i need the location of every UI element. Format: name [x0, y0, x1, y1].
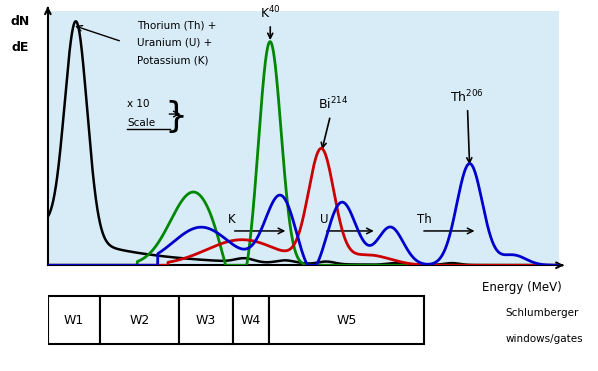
Text: {: {	[157, 97, 179, 131]
Text: Energy (MeV): Energy (MeV)	[482, 280, 562, 293]
Text: Potassium (K): Potassium (K)	[138, 56, 209, 66]
Bar	[269, 296, 425, 344]
Text: W3: W3	[196, 314, 216, 327]
Bar	[48, 296, 100, 344]
Text: Bi$^{214}$: Bi$^{214}$	[318, 96, 348, 148]
Text: Th$^{206}$: Th$^{206}$	[450, 89, 484, 163]
Text: K: K	[228, 213, 236, 226]
Text: W4: W4	[241, 314, 261, 327]
Text: Schlumberger: Schlumberger	[505, 309, 579, 318]
Text: K$^{40}$: K$^{40}$	[260, 5, 280, 38]
Bar	[233, 296, 269, 344]
Text: W1: W1	[64, 314, 84, 327]
Text: dN: dN	[10, 15, 29, 28]
Text: Scale: Scale	[127, 118, 155, 128]
Text: x 10: x 10	[127, 99, 150, 109]
Text: W2: W2	[130, 314, 150, 327]
Bar	[100, 296, 179, 344]
Bar	[179, 296, 233, 344]
Text: Th: Th	[417, 213, 432, 226]
Text: U: U	[320, 213, 328, 226]
Text: Uranium (U) +: Uranium (U) +	[138, 38, 212, 48]
Text: W5: W5	[337, 314, 357, 327]
Text: windows/gates: windows/gates	[505, 335, 583, 344]
Text: dE: dE	[11, 42, 29, 55]
Text: Thorium (Th) +: Thorium (Th) +	[138, 20, 216, 30]
